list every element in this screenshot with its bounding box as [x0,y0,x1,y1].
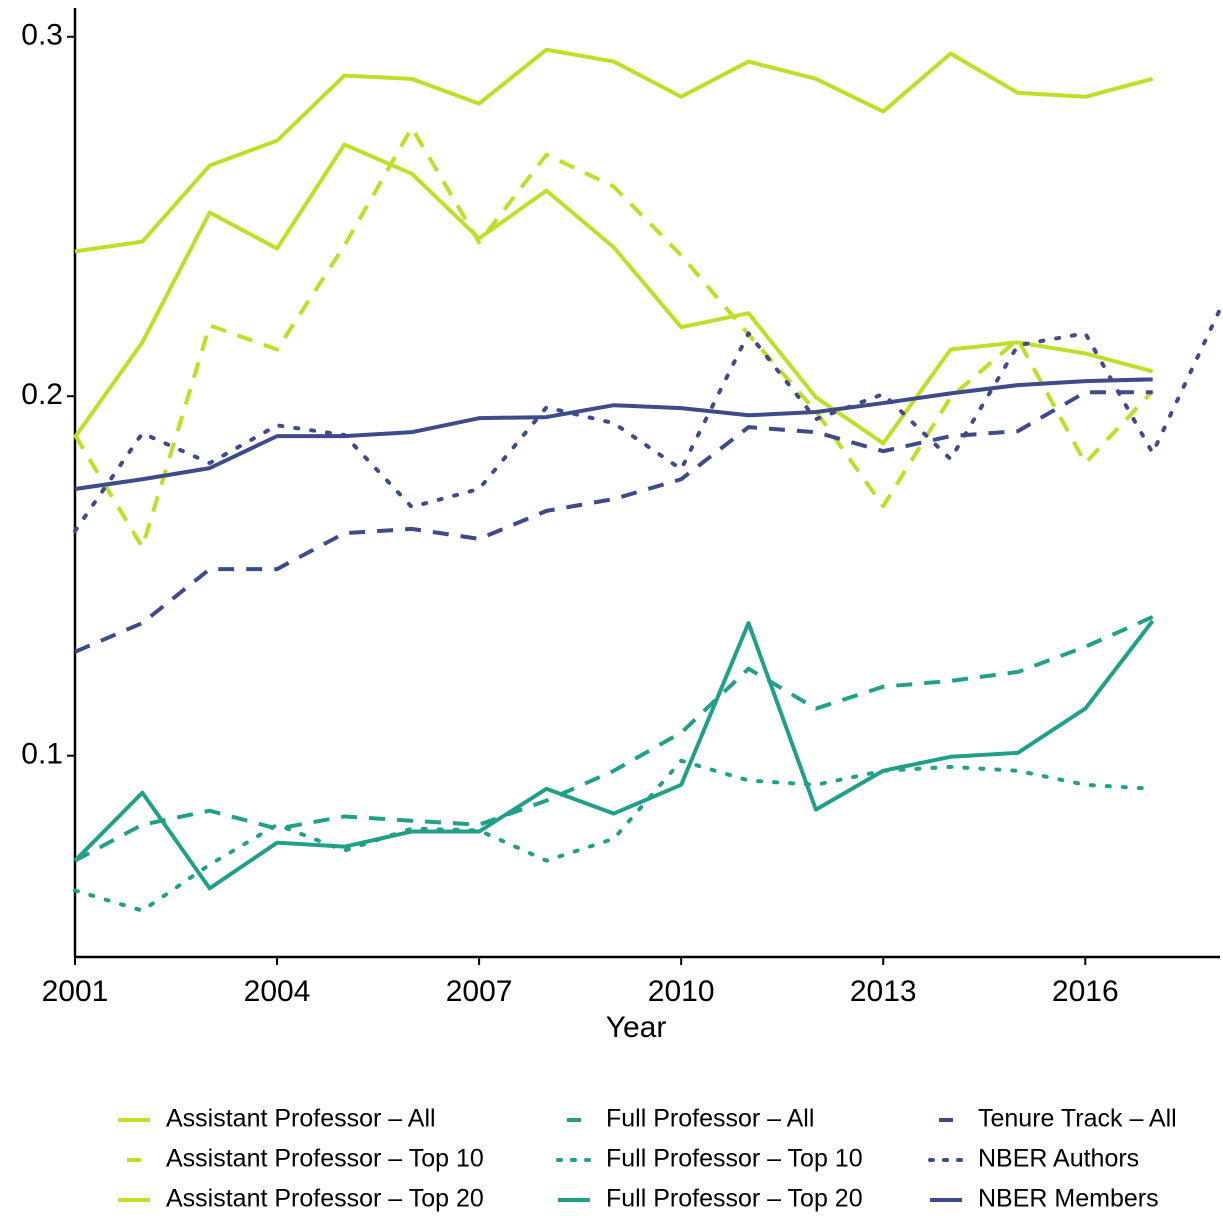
x-tick-label: 2007 [446,975,513,1008]
series-line [74,390,1153,654]
y-tick-label: 0.3 [21,19,63,52]
legend-label: Assistant Professor – Top 10 [166,1145,484,1173]
series-line [74,377,1153,491]
x-tick-label: 2001 [42,975,109,1008]
series-line [73,125,1155,550]
legend-label: Full Professor – All [606,1105,814,1133]
x-tick-label: 2016 [1052,975,1119,1008]
legend-label: Tenure Track – All [978,1105,1177,1133]
legend-label: Assistant Professor – All [166,1105,436,1133]
x-tick-label: 2004 [244,975,311,1008]
series-line [73,758,1155,913]
legend-label: NBER Members [978,1185,1159,1213]
legend-label: Full Professor – Top 10 [606,1145,863,1173]
series-line [73,142,1154,446]
x-tick-label: 2010 [648,975,715,1008]
series-line [73,307,1222,534]
x-tick-label: 2013 [850,975,917,1008]
y-tick-label: 0.2 [21,378,63,411]
legend-label: Full Professor – Top 20 [606,1185,863,1213]
y-tick-label: 0.1 [21,738,63,771]
series-line [74,615,1154,863]
series-line [74,47,1154,254]
legend-label: NBER Authors [978,1145,1139,1173]
legend-label: Assistant Professor – Top 20 [166,1185,484,1213]
x-axis-label: Year [606,1011,667,1044]
series-line [73,619,1155,891]
